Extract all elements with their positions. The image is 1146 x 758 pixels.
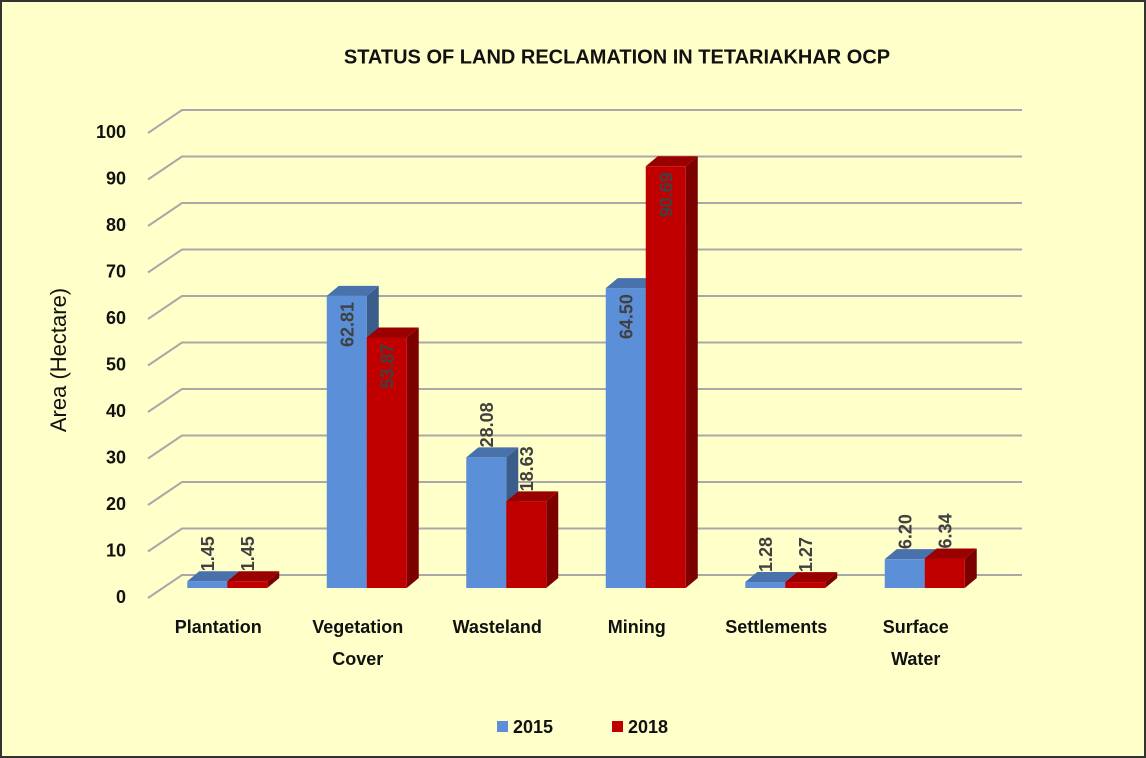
grid-line: [147, 155, 1022, 181]
bar: [745, 582, 786, 588]
grid-line: [147, 574, 1022, 599]
data-label: 1.45: [198, 536, 218, 571]
data-label: 18.63: [517, 446, 537, 491]
grid-line: [147, 248, 1022, 274]
bar-side: [267, 571, 280, 588]
x-tick-label-line: Surface: [883, 617, 949, 637]
bar-top: [366, 327, 419, 338]
data-label: 28.08: [477, 402, 497, 447]
y-tick-label: 40: [106, 401, 126, 421]
legend-swatch: [497, 721, 508, 732]
y-tick-label: 10: [106, 540, 126, 560]
bar: [884, 559, 925, 588]
x-tick-label: Plantation: [175, 617, 262, 637]
grid-line: [147, 527, 1022, 553]
grid-line: [147, 481, 1022, 506]
bar: [227, 581, 268, 588]
data-label: 62.81: [338, 302, 358, 347]
x-tick-label-line: Cover: [332, 649, 383, 669]
bar-top: [645, 156, 698, 167]
bar-top: [506, 491, 559, 502]
bar: [924, 558, 965, 588]
grid-line: [147, 388, 1022, 413]
data-label: 90.69: [657, 172, 677, 217]
bar-top: [605, 278, 658, 289]
bar: [187, 581, 228, 588]
data-label: 6.20: [896, 514, 916, 549]
y-tick-label: 90: [106, 168, 126, 188]
legend-swatch: [612, 721, 623, 732]
bar-side: [685, 156, 698, 588]
grid-line: [147, 109, 1022, 134]
bar: [645, 166, 686, 588]
bar-top: [884, 549, 937, 560]
x-tick-label: Surface Water: [883, 617, 949, 669]
x-tick-label: Vegetation Cover: [312, 617, 403, 669]
bar-top: [187, 571, 240, 582]
data-label: 53.87: [378, 344, 398, 389]
grid-line: [147, 434, 1022, 460]
grid-line: [147, 202, 1022, 227]
y-tick-label: 100: [96, 122, 126, 142]
bar-top: [466, 447, 519, 458]
x-tick-label: Mining: [608, 617, 666, 637]
y-tick-label: 50: [106, 354, 126, 374]
data-label: 6.34: [936, 513, 956, 548]
bar-top: [924, 548, 977, 559]
y-tick-label: 30: [106, 447, 126, 467]
x-tick-label-line: Vegetation: [312, 617, 403, 637]
bar-top: [785, 572, 838, 583]
y-tick-label: 80: [106, 215, 126, 235]
bar: [785, 582, 826, 588]
data-label: 1.45: [238, 536, 258, 571]
y-tick-label: 0: [116, 587, 126, 607]
bar: [506, 501, 547, 588]
y-axis-label: Area (Hectare): [46, 288, 71, 432]
bar: [366, 337, 407, 588]
bar-top: [227, 571, 280, 582]
legend-label: 2018: [628, 717, 668, 737]
y-tick-label: 20: [106, 494, 126, 514]
bar-side: [825, 572, 838, 588]
bar: [605, 288, 646, 588]
x-tick-label-line: Water: [891, 649, 940, 669]
bar-top: [745, 572, 798, 583]
bar-side: [406, 327, 419, 588]
grid-line: [147, 295, 1022, 320]
data-label: 64.50: [617, 294, 637, 339]
x-tick-label: Settlements: [725, 617, 827, 637]
bar-side: [546, 491, 559, 588]
chart-title: STATUS OF LAND RECLAMATION IN TETARIAKHA…: [344, 46, 890, 68]
x-tick-label: Wasteland: [453, 617, 542, 637]
bar: [466, 457, 507, 588]
data-label: 1.28: [756, 537, 776, 572]
grid-line: [147, 341, 1022, 367]
legend-label: 2015: [513, 717, 553, 737]
bar: [326, 295, 367, 588]
y-tick-label: 70: [106, 261, 126, 281]
bar-side: [964, 548, 977, 588]
y-tick-label: 60: [106, 308, 126, 328]
data-label: 1.27: [796, 537, 816, 572]
bar-top: [326, 285, 379, 296]
